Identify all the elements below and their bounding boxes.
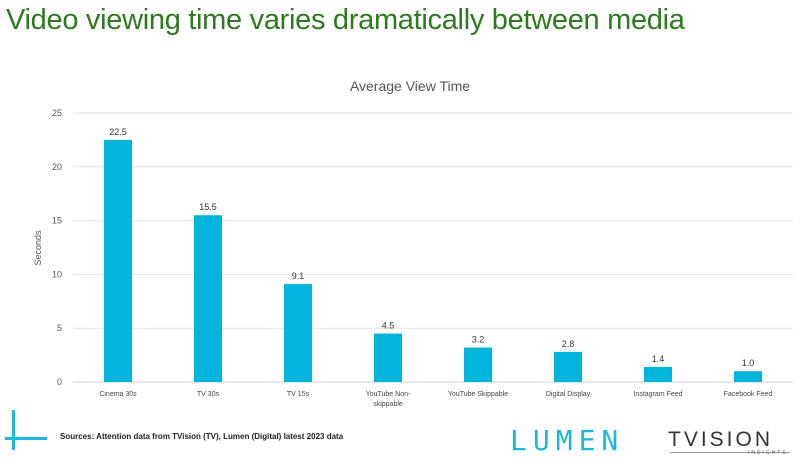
x-tick-label: TV 30s (197, 391, 220, 398)
bar (284, 284, 312, 382)
bar (734, 371, 762, 382)
x-tick-label: Instagram Feed (633, 391, 682, 398)
y-tick-label: 15 (52, 216, 62, 226)
x-tick-label: Cinema 30s (99, 391, 137, 398)
source-note: Sources: Attention data from TVision (TV… (60, 432, 344, 441)
lumen-logo: LUMEN (510, 424, 625, 457)
x-tick-label: TV 15s (287, 391, 310, 398)
data-label: 15.5 (199, 202, 217, 212)
x-tick-label: YouTube Skippable (448, 391, 508, 398)
x-tick-label: Facebook Feed (724, 391, 773, 398)
data-label: 22.5 (109, 127, 127, 137)
page-title: Video viewing time varies dramatically b… (6, 4, 685, 36)
data-label: 1.4 (652, 354, 665, 364)
tvision-logo: TVISION (668, 428, 774, 451)
chart-title: Average View Time (350, 78, 470, 94)
bar (554, 351, 582, 382)
y-tick-label: 25 (52, 108, 62, 118)
y-tick-label: 10 (52, 269, 62, 279)
tvision-logo-sub: INSIGHTS (748, 450, 788, 456)
bar (374, 333, 402, 382)
bar (644, 366, 672, 382)
y-tick-label: 5 (57, 323, 62, 333)
data-label: 9.1 (292, 271, 305, 281)
x-tick-label: Digital Display (546, 391, 591, 398)
y-axis-label: Seconds (33, 230, 43, 266)
y-tick-label: 0 (57, 377, 62, 387)
data-label: 3.2 (472, 335, 485, 345)
cross-decoration (5, 437, 47, 440)
y-tick-label: 20 (52, 162, 62, 172)
bar (464, 347, 492, 382)
cross-decoration (12, 410, 15, 450)
tvision-logo-line (670, 452, 790, 453)
bar (104, 139, 132, 382)
bar (194, 215, 222, 382)
data-label: 4.5 (382, 321, 395, 331)
data-label: 1.0 (742, 358, 755, 368)
x-tick-label: YouTube Non-skippable (366, 391, 411, 408)
data-label: 2.8 (562, 339, 575, 349)
